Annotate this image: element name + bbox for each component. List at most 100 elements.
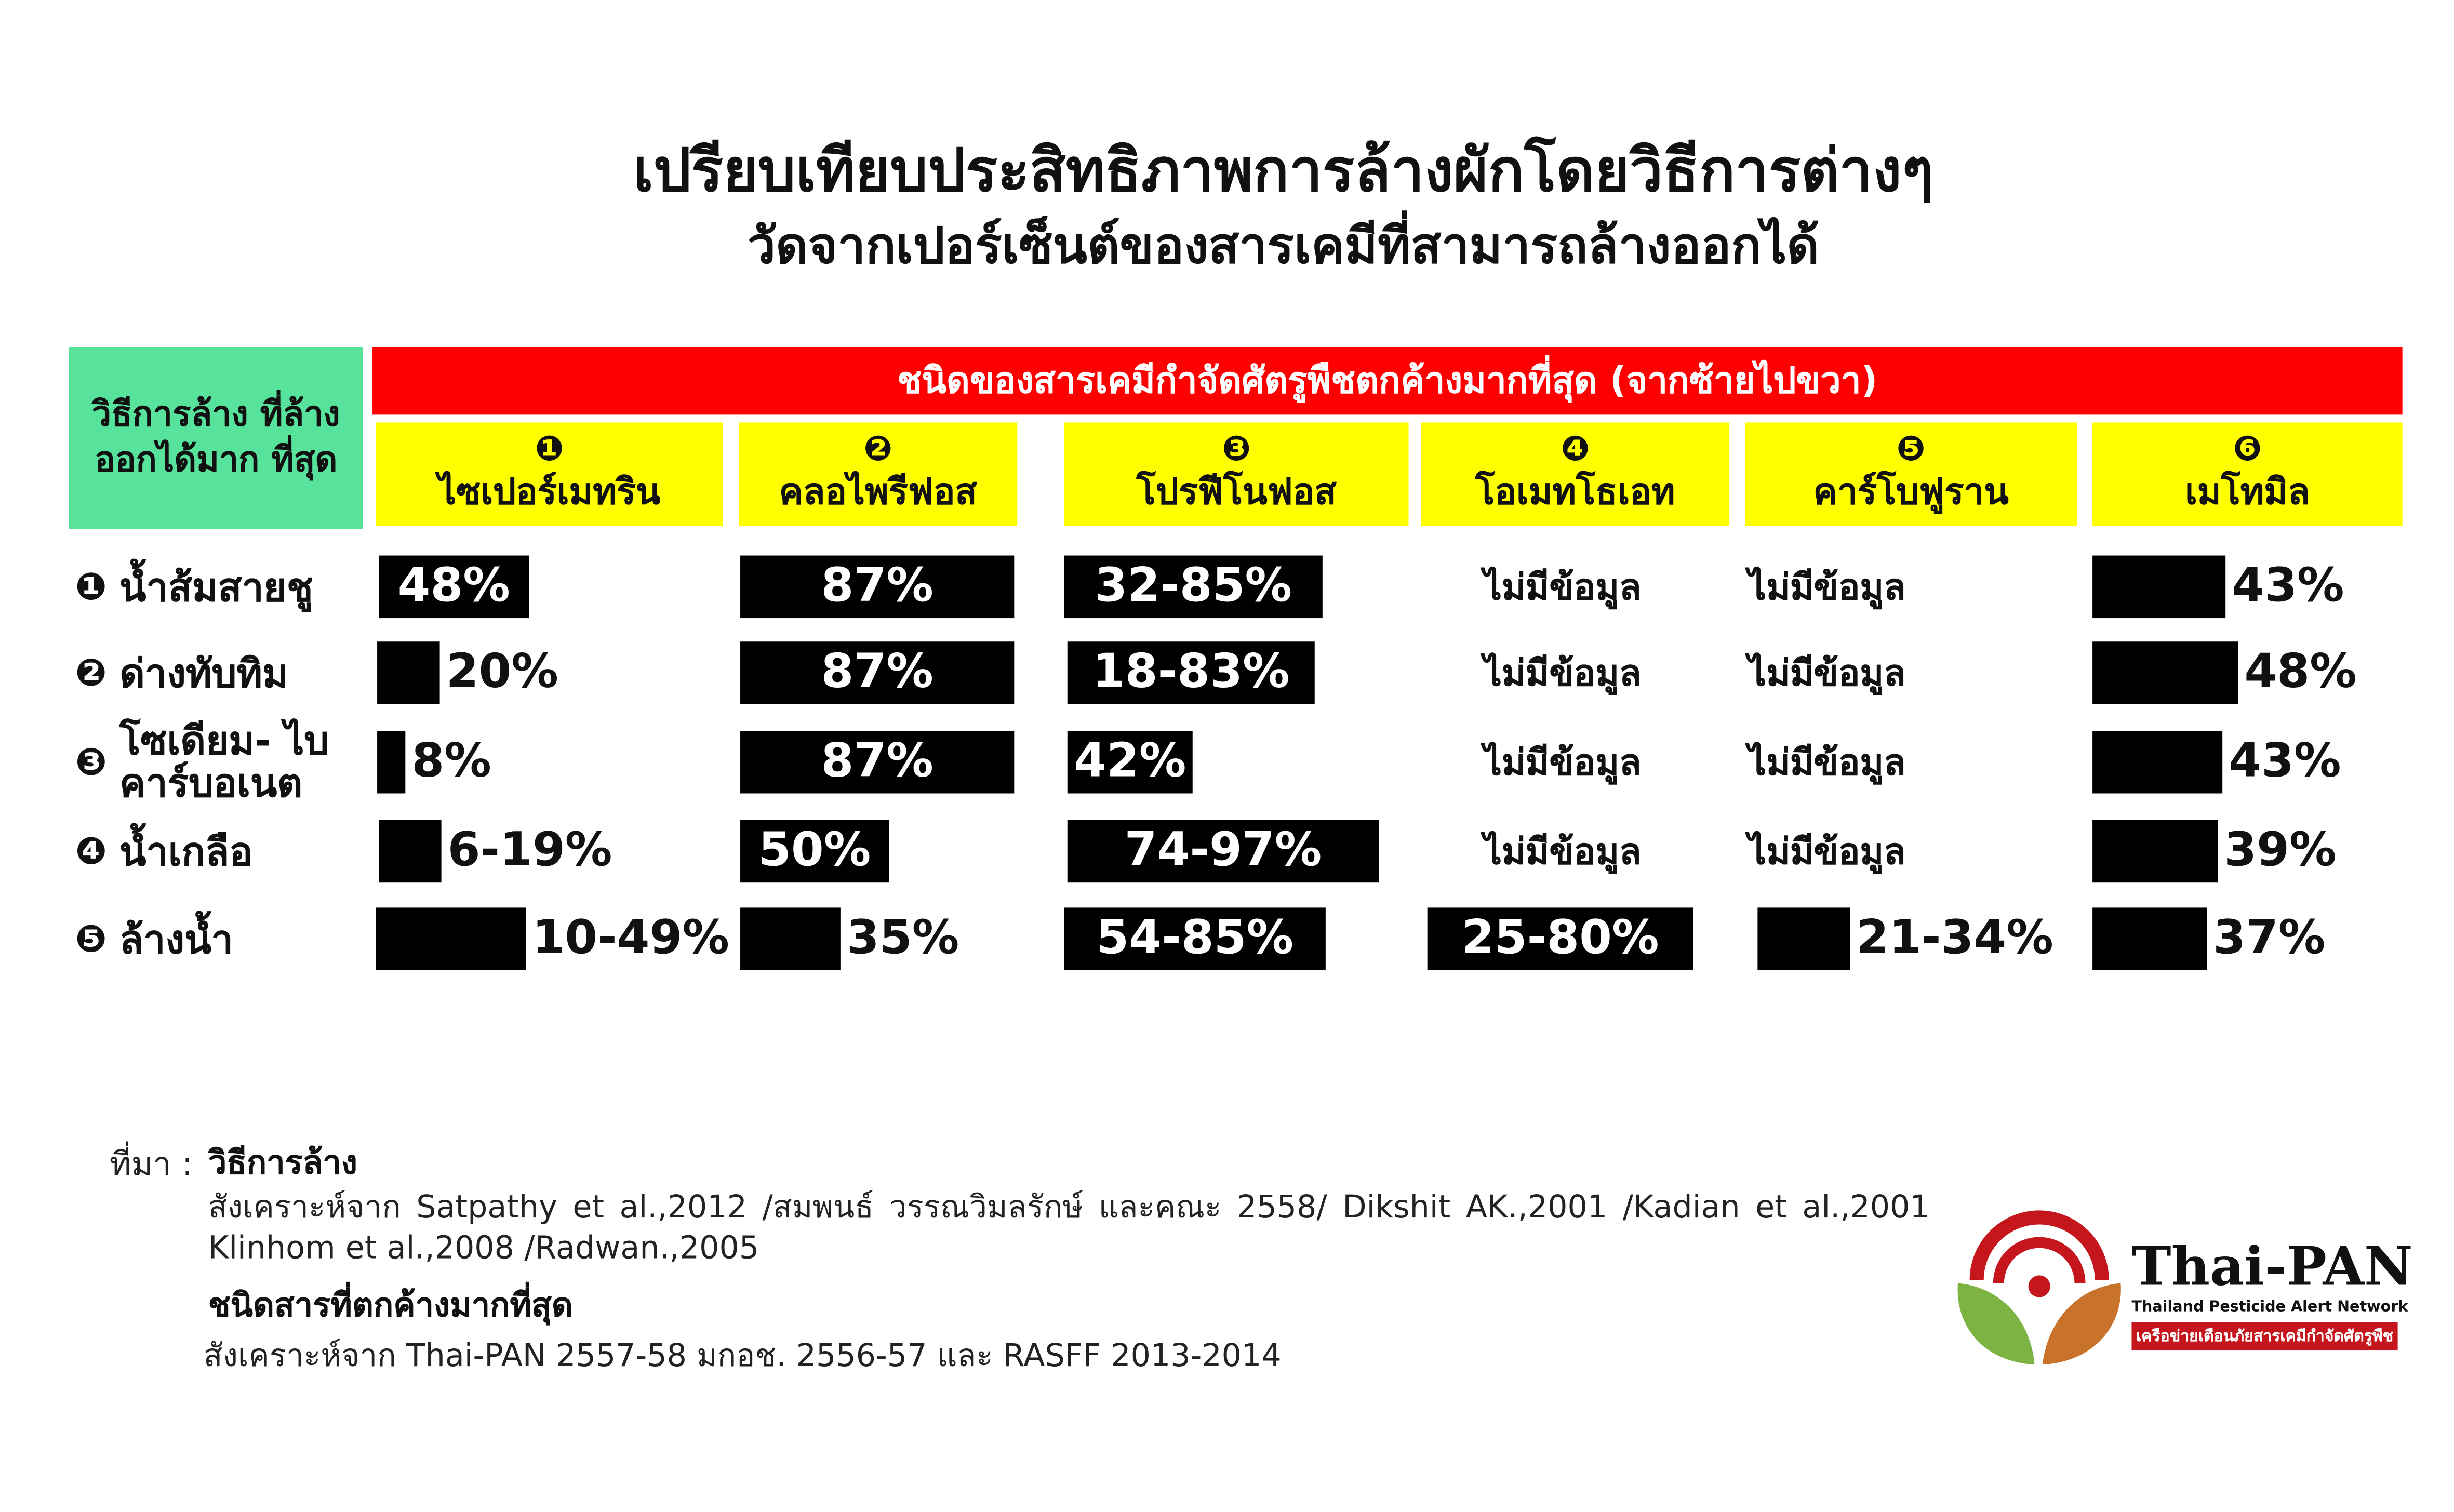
cell-value: 87% bbox=[821, 645, 933, 700]
logo-arc bbox=[1993, 1237, 2086, 1283]
no-data: ไม่มีข้อมูล bbox=[1484, 743, 1642, 784]
row-name: ด่างทับทิม bbox=[119, 650, 288, 696]
no-data: ไม่มีข้อมูล bbox=[1484, 568, 1642, 609]
column-header: ❸ โปรฟีโนฟอส bbox=[1064, 422, 1409, 526]
bar bbox=[1067, 820, 1379, 883]
cell-value: 8% bbox=[411, 734, 491, 789]
bar bbox=[740, 820, 889, 883]
cell-value: 74-97% bbox=[1124, 823, 1322, 878]
row-name: น้ำเกลือ bbox=[119, 828, 253, 874]
no-data: ไม่มีข้อมูล bbox=[1748, 743, 1906, 784]
bar bbox=[377, 641, 440, 704]
bar bbox=[1757, 907, 1850, 970]
column-number: ❶ bbox=[535, 430, 564, 470]
subtitle: วัดจากเปอร์เซ็นต์ของสารเคมีที่สามารถล้าง… bbox=[747, 216, 1820, 276]
bar bbox=[379, 820, 442, 883]
logo-icon bbox=[1957, 1210, 2121, 1365]
logo-leaf bbox=[2042, 1283, 2121, 1365]
no-data: ไม่มีข้อมูล bbox=[1748, 568, 1906, 609]
cell-value: 21-34% bbox=[1856, 911, 2053, 966]
column-header: ❶ ไซเปอร์เมทริน bbox=[376, 422, 723, 526]
cell-value: 43% bbox=[2232, 558, 2344, 614]
bar bbox=[1427, 907, 1693, 970]
cell-value: 87% bbox=[821, 734, 933, 789]
cell-value: 18-83% bbox=[1092, 645, 1290, 700]
bar bbox=[740, 907, 841, 970]
cell-value: 37% bbox=[2213, 911, 2326, 966]
column-name: เมโทมิล bbox=[2185, 472, 2310, 514]
bar bbox=[1064, 907, 1326, 970]
no-data: ไม่มีข้อมูล bbox=[1748, 654, 1906, 695]
column-header: ❹ โอเมทโธเอท bbox=[1421, 422, 1730, 526]
column-number: ❹ bbox=[1561, 430, 1590, 470]
column-number: ❻ bbox=[2233, 430, 2262, 470]
row-number: ❺ bbox=[75, 916, 107, 960]
row-number: ❸ bbox=[75, 739, 107, 783]
column-name: คาร์โบฟูราน bbox=[1813, 472, 2009, 514]
logo-leaf bbox=[1957, 1283, 2035, 1365]
row-name: ล้างน้ำ bbox=[119, 916, 234, 962]
cell-value: 43% bbox=[2229, 734, 2341, 789]
row-label: ❷ ด่างทับทิม bbox=[75, 629, 288, 717]
column-number: ❸ bbox=[1222, 430, 1251, 470]
cell-value: 48% bbox=[2244, 645, 2357, 700]
source-text: สังเคราะห์จาก Satpathy et al.,2012 /สมพน… bbox=[208, 1187, 1930, 1266]
bar bbox=[2092, 641, 2238, 704]
column-header: ❷ คลอไพรีฟอส bbox=[739, 422, 1018, 526]
bar bbox=[2092, 820, 2218, 883]
source-heading: ชนิดสารที่ตกค้างมากที่สุด bbox=[208, 1286, 573, 1324]
cell-value: 42% bbox=[1074, 734, 1186, 789]
logo-name: Thai-PAN bbox=[2131, 1236, 2413, 1299]
cell-value: 50% bbox=[758, 823, 871, 878]
no-data: ไม่มีข้อมูล bbox=[1484, 832, 1642, 874]
column-name: คลอไพรีฟอส bbox=[779, 472, 977, 514]
source-text: สังเคราะห์จาก Thai-PAN 2557-58 มกอช. 255… bbox=[203, 1336, 1282, 1374]
column-number: ❷ bbox=[863, 430, 893, 470]
row-number: ❷ bbox=[75, 650, 107, 694]
cell-value: 87% bbox=[821, 558, 933, 614]
bar bbox=[740, 730, 1015, 794]
cell-value: 32-85% bbox=[1095, 558, 1292, 614]
cell-value: 54-85% bbox=[1096, 911, 1294, 966]
bar bbox=[2092, 907, 2207, 970]
no-data: ไม่มีข้อมูล bbox=[1484, 654, 1642, 695]
column-name: โอเมทโธเอท bbox=[1475, 472, 1675, 514]
logo-arc bbox=[1969, 1210, 2109, 1280]
column-number: ❺ bbox=[1896, 430, 1926, 470]
cell-value: 25-80% bbox=[1461, 911, 1659, 966]
logo-dot bbox=[2028, 1275, 2050, 1297]
column-name: โปรฟีโนฟอส bbox=[1136, 472, 1337, 514]
bar bbox=[2092, 555, 2226, 619]
row-name: โซเดียม- ไบคาร์บอเนต bbox=[119, 718, 329, 806]
source-label: ที่มา : bbox=[109, 1145, 193, 1183]
bar bbox=[1067, 641, 1315, 704]
bar bbox=[2092, 730, 2223, 794]
title: เปรียบเทียบประสิทธิภาพการล้างผักโดยวิธีก… bbox=[633, 136, 1934, 205]
cell-value: 6-19% bbox=[447, 823, 612, 878]
row-label: ❺ ล้างน้ำ bbox=[75, 895, 233, 983]
cell-value: 48% bbox=[397, 558, 510, 614]
row-number: ❶ bbox=[75, 564, 107, 608]
no-data: ไม่มีข้อมูล bbox=[1748, 832, 1906, 874]
cell-value: 39% bbox=[2224, 823, 2337, 878]
corner-header: วิธีการล้าง ที่ล้างออกได้มาก ที่สุด bbox=[69, 347, 363, 529]
column-header: ❺ คาร์โบฟูราน bbox=[1745, 422, 2077, 526]
column-header: ❻ เมโทมิล bbox=[2092, 422, 2403, 526]
row-number: ❹ bbox=[75, 828, 107, 873]
bar bbox=[377, 730, 406, 794]
cell-value: 35% bbox=[846, 911, 959, 966]
column-name: ไซเปอร์เมทริน bbox=[438, 472, 661, 514]
row-label: ❸ โซเดียม- ไบคาร์บอเนต bbox=[75, 718, 354, 806]
bar bbox=[379, 555, 529, 619]
bar bbox=[1067, 730, 1193, 794]
row-label: ❶ น้ำส้มสายชู bbox=[75, 543, 313, 631]
cell-value: 10-49% bbox=[532, 911, 730, 966]
group-header: ชนิดของสารเคมีกำจัดศัตรูพืชตกค้างมากที่ส… bbox=[372, 347, 2403, 415]
logo-thai: เครือข่ายเตือนภัยสารเคมีกำจัดศัตรูพืช bbox=[2131, 1322, 2398, 1351]
bar bbox=[376, 907, 526, 970]
bar bbox=[1064, 555, 1323, 619]
bar bbox=[740, 641, 1015, 704]
logo-tagline: Thailand Pesticide Alert Network bbox=[2131, 1299, 2408, 1316]
